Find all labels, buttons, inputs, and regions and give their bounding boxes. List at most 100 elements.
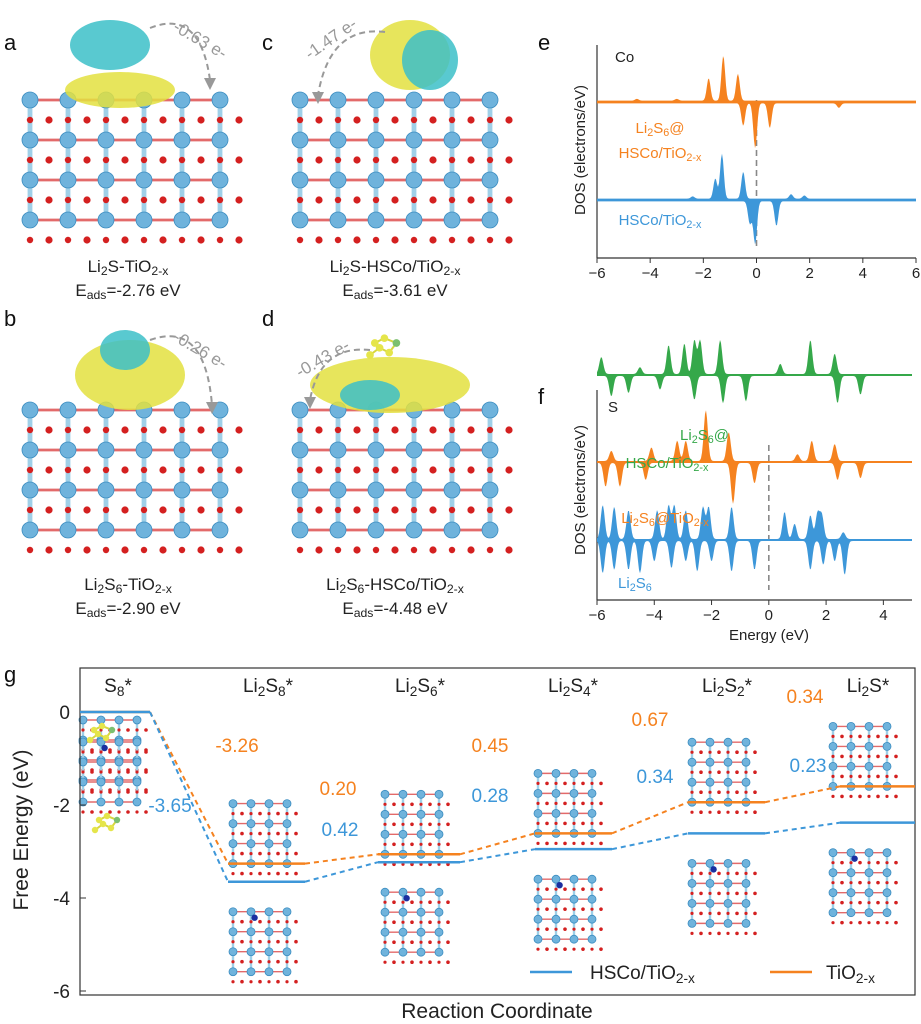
category-label: Li2S8* [243, 676, 294, 699]
panel-c-title: Li2S-HSCo/TiO2-x [330, 257, 461, 278]
step-energy-label: 0.34 [787, 687, 824, 708]
panel-letter-a: a [4, 30, 17, 55]
charge-density-cyan-a [70, 20, 150, 70]
step-energy-label: 0.67 [632, 710, 669, 731]
x-tick-label: 0 [752, 265, 760, 282]
legend-label: HSCo/TiO2-x [590, 963, 695, 986]
panel-a-energy: Eads=-2.76 eV [75, 281, 181, 302]
step-energy-label: 0.23 [790, 756, 827, 777]
arrow-heads [204, 78, 324, 414]
x-tick-label: 0 [765, 607, 773, 624]
step-energy-label: 0.20 [320, 779, 357, 800]
inset-structure-hsco [78, 737, 148, 814]
category-label: Li2S* [847, 676, 890, 699]
transition-line [149, 711, 229, 865]
legend-f-series1-a: Li2S6@ [680, 427, 729, 446]
step-energy-label: 0.28 [472, 786, 509, 807]
dos-series-2 [597, 153, 916, 245]
inset-structure-tio2 [828, 722, 898, 799]
x-tick-label: −2 [703, 607, 720, 624]
charge-transfer-arrows [149, 22, 386, 406]
transition-line [764, 821, 841, 835]
panel-g-free-energy-chart: 0 -2 -4 -6 S8* Li2S8* Li2S6* Li2S4* Li2S2* Li2S* -… [53, 667, 916, 1003]
x-tick-label: −6 [588, 607, 605, 624]
transition-line [459, 848, 536, 864]
plot-frame [79, 667, 916, 996]
legend-f-series2: Li2S6@TiO2-x [621, 510, 709, 529]
panel-letter-f: f [538, 384, 545, 409]
charge-label-a: -0.63 e- [170, 17, 230, 63]
x-tick-label: 4 [859, 265, 867, 282]
panel-f-ylabel: DOS (electrons/eV) [572, 425, 589, 555]
legend-f-series1-b: HSCo/TiO2-x [626, 455, 709, 474]
x-tick-label: 2 [822, 607, 830, 624]
category-label: S8* [104, 676, 132, 699]
x-tick-label: 6 [912, 265, 920, 282]
charge-arrow-d [309, 348, 371, 401]
transition-line [611, 801, 689, 835]
charge-density-cyan-c [402, 30, 458, 90]
panel-g-xlabel: Reaction Coordinate [401, 1000, 592, 1023]
charge-density-cyan-b [100, 330, 150, 370]
inset-structure-hsco [380, 887, 450, 964]
panel-e-ylabel: DOS (electrons/eV) [572, 85, 589, 215]
charge-arrow-a [149, 22, 211, 81]
panel-letter-g: g [4, 662, 16, 687]
transition-line [149, 711, 229, 883]
slab-d [291, 401, 513, 554]
inset-structure-hsco [687, 858, 757, 936]
legend-f-series3: Li2S6 [618, 575, 652, 594]
panel-f-xlabel: Energy (eV) [729, 627, 809, 644]
panel-d-title: Li2S6-HSCo/TiO2-x [326, 575, 464, 596]
slab-c [291, 91, 513, 244]
panel-e-element: Co [615, 49, 634, 66]
panel-letter-d: d [262, 306, 274, 331]
panel-a-title: Li2S-TiO2-x [88, 257, 169, 278]
panel-f-dos-chart: −6 −4 −2 0 2 4 [588, 339, 912, 624]
panel-letter-c: c [262, 30, 273, 55]
x-tick-label: 2 [805, 265, 813, 282]
panel-b-energy: Eads=-2.90 eV [75, 599, 181, 620]
slab-a [21, 91, 243, 244]
charge-arrow-b [149, 335, 213, 406]
legend-e-series1-a: Li2S6@ [636, 120, 685, 139]
charge-arrow-c [317, 30, 386, 96]
x-tick-label: −6 [588, 265, 605, 282]
dos-series-3 [597, 504, 912, 575]
y-tick-label: -4 [53, 889, 70, 910]
inset-structure-hsco [533, 874, 603, 951]
y-tick-label: -6 [53, 982, 70, 1003]
panel-f-element: S [608, 399, 618, 416]
dos-series-1 [597, 56, 916, 149]
panel-c-energy: Eads=-3.61 eV [342, 281, 448, 302]
transition-line [304, 853, 379, 865]
category-label: Li2S2* [702, 676, 753, 699]
x-tick-label: −4 [646, 607, 663, 624]
inset-structure-hsco [828, 848, 898, 925]
step-energy-label: 0.42 [322, 820, 359, 841]
atomic-structures [21, 20, 898, 984]
y-tick-label: -2 [53, 796, 70, 817]
x-tick-label: 4 [879, 607, 887, 624]
step-energy-label: 0.45 [472, 736, 509, 757]
inset-polysulfide [91, 812, 121, 834]
panel-b-title: Li2S6-TiO2-x [84, 575, 172, 596]
charge-density-cyan-d [340, 380, 400, 410]
transition-line [764, 785, 841, 804]
transition-line [304, 861, 379, 883]
panel-g-ylabel: Free Energy (eV) [10, 749, 33, 910]
panel-e-dos-chart: −6 −4 −2 0 2 4 6 [588, 45, 920, 282]
legend-label: TiO2-x [826, 963, 875, 986]
legend-e-series1-b: HSCo/TiO2-x [619, 145, 702, 164]
transition-line [611, 832, 689, 851]
charge-density-yellow-a [65, 72, 175, 108]
x-tick-label: −4 [642, 265, 659, 282]
category-label: Li2S6* [395, 676, 446, 699]
x-tick-label: −2 [695, 265, 712, 282]
slab-b [21, 401, 243, 554]
inset-structure-hsco [228, 907, 298, 984]
step-energy-label: -3.26 [215, 736, 258, 757]
dos-series-1 [597, 339, 912, 404]
panel-letter-e: e [538, 30, 550, 55]
